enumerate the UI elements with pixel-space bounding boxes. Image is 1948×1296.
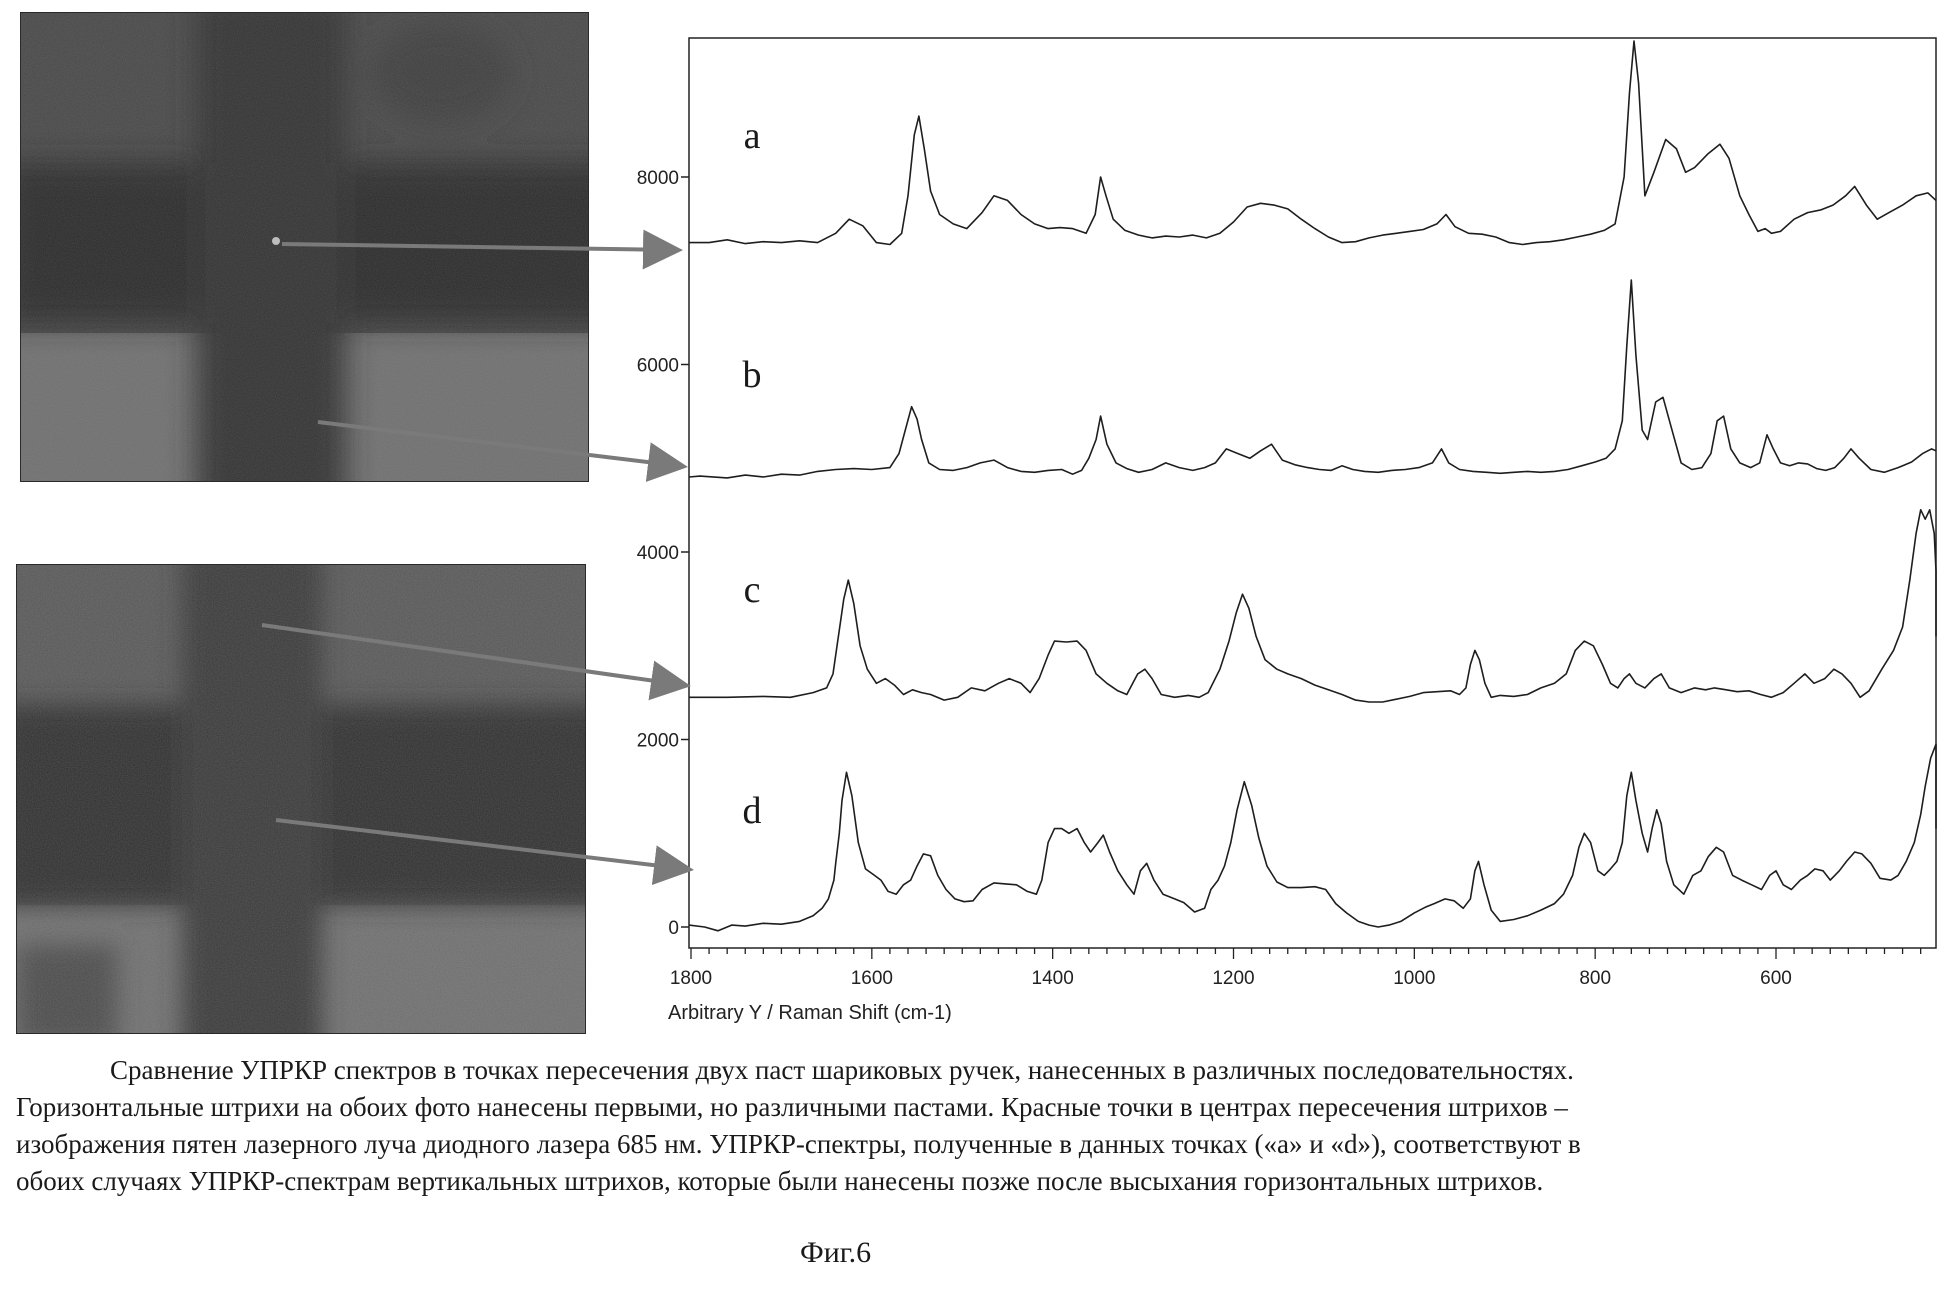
arrow-d: [276, 820, 686, 869]
x-axis-label: Arbitrary Y / Raman Shift (cm-1): [668, 1002, 952, 1024]
y-tick-label: 2000: [637, 731, 679, 752]
arrow-a: [282, 244, 675, 250]
spectrum-line-c: [689, 510, 1936, 702]
series-label-b: b: [743, 354, 762, 396]
x-tick-label: 1200: [1212, 968, 1254, 989]
x-tick-label: 800: [1579, 968, 1611, 989]
spectrum-line-a: [689, 41, 1936, 244]
y-tick-label: 6000: [637, 356, 679, 377]
arrow-c: [262, 625, 683, 685]
y-tick-label: 4000: [637, 543, 679, 564]
x-tick-label: 1000: [1393, 968, 1435, 989]
caption-line-2: Горизонтальные штрихи на обоих фото нане…: [16, 1092, 1568, 1122]
series-labels: a b c d: [743, 115, 762, 832]
series-label-d: d: [743, 790, 762, 832]
x-tick-label: 1600: [851, 968, 893, 989]
series-label-c: c: [744, 569, 761, 611]
y-tick-label: 0: [668, 918, 679, 939]
spectra-lines: [689, 41, 1936, 931]
figure-number: Фиг.6: [800, 1236, 871, 1270]
spectrum-line-d: [689, 744, 1936, 931]
plot-frame: [689, 38, 1936, 948]
series-label-a: a: [744, 115, 761, 157]
y-axis-ticks: 0 2000 4000 6000 8000: [637, 168, 689, 939]
caption-line-3: изображения пятен лазерного луча диодног…: [16, 1129, 1581, 1159]
figure-caption: Сравнение УПРКР спектров в точках пересе…: [16, 1052, 1916, 1200]
spectrum-line-b: [689, 280, 1936, 478]
x-axis-ticks: 1800 1600 1400 1200 1000 800 600: [670, 948, 1921, 989]
x-tick-label: 600: [1760, 968, 1792, 989]
caption-line-4: обоих случаях УПРКР-спектрам вертикальны…: [16, 1166, 1543, 1196]
pointer-arrows: [262, 244, 686, 869]
x-tick-label: 1800: [670, 968, 712, 989]
x-tick-label: 1400: [1032, 968, 1074, 989]
y-tick-label: 8000: [637, 168, 679, 189]
caption-line-1: Сравнение УПРКР спектров в точках пересе…: [110, 1055, 1574, 1085]
arrow-b: [318, 422, 680, 466]
